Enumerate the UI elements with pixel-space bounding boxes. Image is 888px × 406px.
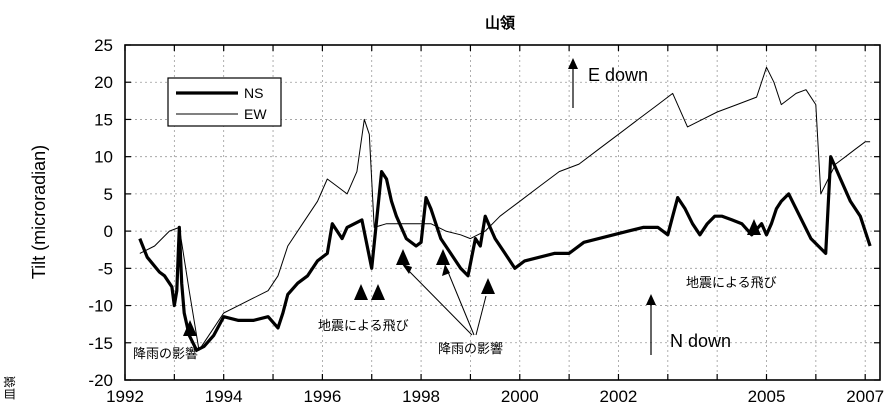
y-tick-label: 25 bbox=[94, 36, 113, 55]
x-tick-label: 2002 bbox=[600, 387, 638, 406]
event-markers bbox=[183, 219, 761, 336]
rain-marker-1993-icon bbox=[183, 320, 197, 336]
rain-pointer-head-1-icon bbox=[402, 264, 412, 274]
legend-label-ew: EW bbox=[244, 106, 267, 122]
rain-marker-1998-icon bbox=[436, 249, 450, 265]
legend-label-ns: NS bbox=[244, 85, 263, 101]
x-axis: 1992 1994 1996 1998 2000 2002 2005 2007 bbox=[106, 45, 884, 406]
y-tick-label: 5 bbox=[104, 185, 113, 204]
y-tick-label: 0 bbox=[104, 222, 113, 241]
plot-frame bbox=[124, 44, 881, 381]
n-down-arrowhead-icon bbox=[646, 294, 656, 305]
rain-note-2: 降雨の影響 bbox=[438, 341, 503, 357]
e-down-label: E down bbox=[588, 65, 648, 85]
y-tick-label: -10 bbox=[88, 297, 113, 316]
y-tick-label: 10 bbox=[94, 148, 113, 167]
x-tick-label: 2000 bbox=[501, 387, 539, 406]
side-label: 皿嶺 bbox=[3, 376, 17, 400]
series-layer bbox=[138, 66, 872, 352]
x-tick-label: 2007 bbox=[846, 387, 884, 406]
quake-note-2: 地震による飛び bbox=[686, 276, 777, 291]
rain-pointer-1 bbox=[404, 266, 473, 336]
series-line-ns bbox=[138, 155, 872, 352]
legend-box bbox=[167, 77, 282, 127]
x-tick-label: 1996 bbox=[303, 387, 341, 406]
legend: NS EW bbox=[167, 77, 282, 127]
rain-note-1: 降雨の影響 bbox=[133, 346, 198, 362]
x-tick-label: 1994 bbox=[205, 387, 243, 406]
x-tick-label: 1998 bbox=[402, 387, 440, 406]
rain-marker-1999-icon bbox=[481, 278, 495, 294]
x-tick-label: 1992 bbox=[106, 387, 144, 406]
grid bbox=[125, 45, 880, 380]
y-tick-label: -20 bbox=[88, 371, 113, 390]
y-tick-label: 20 bbox=[94, 73, 113, 92]
y-tick-label: -15 bbox=[88, 334, 113, 353]
y-tick-label: 15 bbox=[94, 110, 113, 129]
quake-marker-1996a-icon bbox=[354, 284, 368, 300]
x-tick-label: 2005 bbox=[748, 387, 786, 406]
y-axis: 25 20 15 10 5 0 -5 -10 -15 -20 bbox=[88, 36, 880, 390]
quake-marker-1996b-icon bbox=[371, 284, 385, 300]
n-down-label: N down bbox=[670, 331, 731, 351]
n-down-indicator: N down bbox=[646, 294, 731, 355]
y-tick-label: -5 bbox=[98, 259, 113, 278]
rain-pointer-head-2-icon bbox=[442, 264, 450, 276]
series-line-ew bbox=[139, 66, 871, 351]
y-axis-label: Tilt (microradian) bbox=[29, 145, 49, 279]
e-down-arrowhead-icon bbox=[568, 58, 578, 69]
rain-pointer-lines bbox=[404, 266, 487, 336]
rain-pointer-2 bbox=[445, 266, 475, 336]
rain-pointer-3 bbox=[475, 295, 487, 336]
rain-marker-1997-icon bbox=[396, 249, 410, 265]
quake-marker-2005-icon bbox=[747, 219, 761, 235]
quake-note-1: 地震による飛び bbox=[318, 319, 409, 334]
e-down-indicator: E down bbox=[568, 58, 648, 108]
chart-title: 山領 bbox=[485, 14, 516, 32]
